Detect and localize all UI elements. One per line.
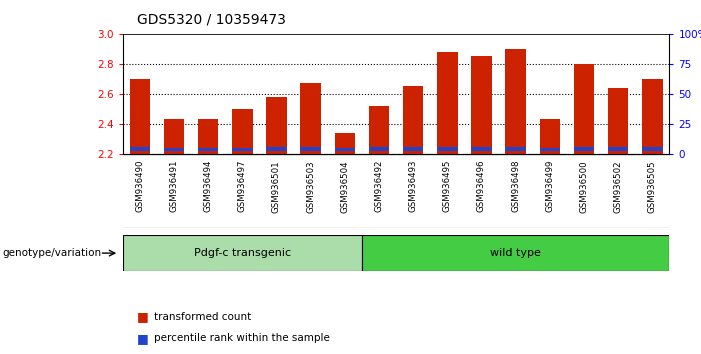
- Text: transformed count: transformed count: [154, 312, 252, 322]
- Bar: [437, 147, 458, 151]
- Bar: [573, 64, 594, 154]
- Bar: [437, 52, 458, 154]
- Text: ■: ■: [137, 332, 149, 344]
- Text: genotype/variation: genotype/variation: [2, 248, 101, 258]
- Bar: [301, 83, 321, 154]
- Bar: [266, 97, 287, 154]
- Text: GSM936497: GSM936497: [238, 160, 247, 212]
- Text: GSM936499: GSM936499: [545, 160, 554, 212]
- Text: GSM936490: GSM936490: [135, 160, 144, 212]
- Bar: [642, 147, 662, 151]
- Bar: [130, 147, 150, 151]
- Bar: [232, 109, 252, 154]
- Bar: [471, 56, 492, 154]
- Bar: [198, 119, 219, 154]
- Bar: [540, 148, 560, 151]
- Text: GSM936495: GSM936495: [443, 160, 452, 212]
- Text: percentile rank within the sample: percentile rank within the sample: [154, 333, 330, 343]
- Bar: [334, 148, 355, 151]
- Bar: [266, 147, 287, 151]
- Bar: [505, 147, 526, 151]
- Text: GSM936500: GSM936500: [580, 160, 589, 212]
- Bar: [642, 79, 662, 154]
- Text: GSM936492: GSM936492: [374, 160, 383, 212]
- Bar: [130, 79, 150, 154]
- Bar: [232, 148, 252, 151]
- Text: GSM936503: GSM936503: [306, 160, 315, 212]
- Bar: [505, 49, 526, 154]
- Text: GSM936498: GSM936498: [511, 160, 520, 212]
- Bar: [301, 147, 321, 151]
- Bar: [369, 147, 389, 151]
- Text: GSM936494: GSM936494: [203, 160, 212, 212]
- Bar: [403, 147, 423, 151]
- Text: GSM936491: GSM936491: [170, 160, 179, 212]
- Text: GSM936501: GSM936501: [272, 160, 281, 212]
- Text: GSM936505: GSM936505: [648, 160, 657, 212]
- Bar: [403, 86, 423, 154]
- Text: wild type: wild type: [490, 248, 541, 258]
- Text: Pdgf-c transgenic: Pdgf-c transgenic: [193, 248, 291, 258]
- Text: ■: ■: [137, 310, 149, 323]
- Bar: [362, 235, 669, 271]
- Bar: [369, 106, 389, 154]
- Bar: [334, 133, 355, 154]
- Bar: [540, 119, 560, 154]
- Bar: [471, 147, 492, 151]
- Bar: [198, 148, 219, 151]
- Text: GSM936493: GSM936493: [409, 160, 418, 212]
- Bar: [608, 147, 629, 151]
- Bar: [164, 148, 184, 151]
- Text: GSM936502: GSM936502: [613, 160, 622, 212]
- Bar: [123, 235, 362, 271]
- Text: GDS5320 / 10359473: GDS5320 / 10359473: [137, 12, 285, 27]
- Bar: [164, 119, 184, 154]
- Bar: [573, 147, 594, 151]
- Text: GSM936496: GSM936496: [477, 160, 486, 212]
- Text: GSM936504: GSM936504: [340, 160, 349, 212]
- Bar: [608, 88, 629, 154]
